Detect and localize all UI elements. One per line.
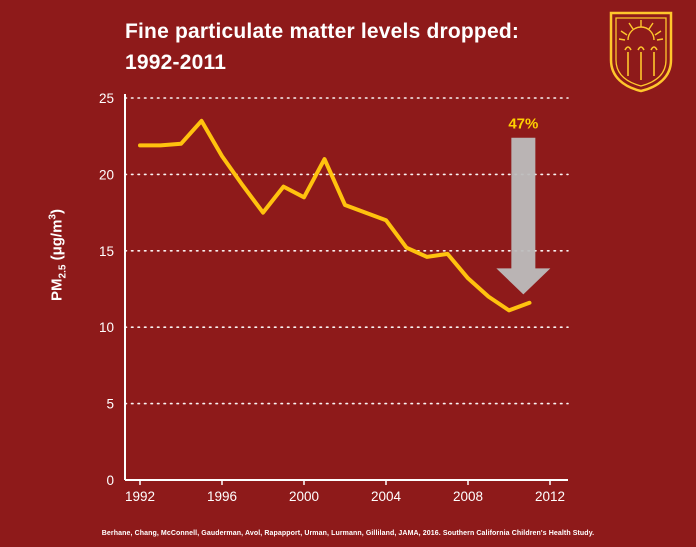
data-line — [138, 118, 532, 313]
torches-icon — [624, 46, 658, 80]
chart-title: Fine particulate matter levels dropped: … — [125, 16, 519, 78]
trend-arrow — [496, 137, 551, 295]
y-tick-label: 10 — [99, 320, 114, 335]
chart-title-line1: Fine particulate matter levels dropped: — [125, 20, 520, 43]
y-tick-label: 5 — [106, 397, 114, 412]
usc-shield-logo — [609, 11, 673, 93]
x-tick-label: 1996 — [207, 489, 237, 504]
annotation-label: 47% — [508, 116, 538, 133]
shield-outline — [609, 11, 673, 93]
shield-inner-border — [615, 17, 667, 87]
chart-title-line2: 1992-2011 — [125, 51, 227, 74]
sun-rays-icon — [618, 20, 664, 41]
x-tick-label: 2012 — [535, 489, 565, 504]
x-tick-label: 2008 — [453, 489, 483, 504]
y-tick-label: 25 — [99, 91, 114, 106]
y-tick-label: 20 — [99, 167, 114, 182]
y-tick-label: 0 — [106, 473, 114, 488]
citation-text: Berhane, Chang, McConnell, Gauderman, Av… — [101, 530, 595, 537]
x-tick-label: 2000 — [289, 489, 319, 504]
x-tick-label: 2004 — [371, 489, 402, 504]
y-tick-label: 15 — [99, 244, 114, 259]
x-tick-label: 1992 — [125, 489, 155, 504]
